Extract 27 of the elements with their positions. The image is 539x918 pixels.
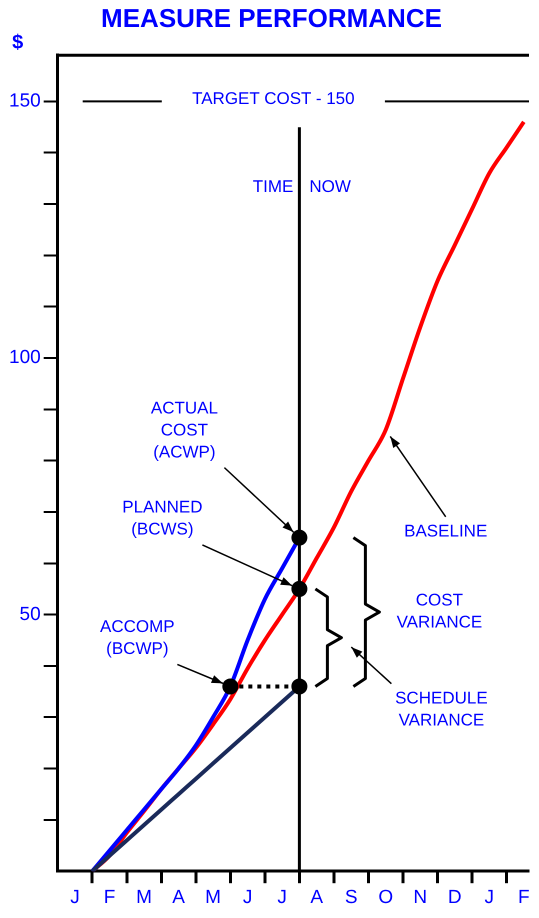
- text: PLANNED (BCWS): [122, 498, 203, 539]
- y-axis-title: $: [12, 32, 24, 54]
- annotation: TIME NOW: [252, 176, 351, 196]
- ref-line-label: TARGET COST - 150: [192, 89, 355, 108]
- x-tick-label: A: [172, 886, 186, 908]
- x-tick-label: O: [378, 886, 394, 908]
- x-tick-label: J: [70, 886, 80, 908]
- x-tick-label: J: [277, 886, 287, 908]
- text: ACCOMP (BCWP): [100, 617, 175, 658]
- x-tick-label: J: [242, 886, 252, 908]
- x-tick-label: F: [104, 886, 116, 908]
- x-tick-label: D: [448, 886, 462, 908]
- y-tick-label: 100: [9, 347, 41, 368]
- x-tick-label: A: [310, 886, 324, 908]
- x-tick-label: S: [344, 886, 358, 908]
- x-tick-label: F: [518, 886, 530, 908]
- x-tick-label: N: [413, 886, 428, 908]
- x-tick-label: M: [136, 886, 152, 908]
- x-tick-label: M: [205, 886, 221, 908]
- y-tick-label: 50: [20, 604, 41, 625]
- x-tick-label: J: [484, 886, 494, 908]
- annotation: BASELINE: [404, 522, 488, 541]
- text: ACTUAL COST (ACWP): [150, 398, 218, 462]
- y-tick-label: 150: [9, 90, 41, 112]
- chart-title: MEASURE PERFORMANCE: [101, 2, 442, 33]
- annotation: SCHEDULE VARIANCE: [395, 688, 488, 730]
- annotation: COST VARIANCE: [396, 590, 482, 632]
